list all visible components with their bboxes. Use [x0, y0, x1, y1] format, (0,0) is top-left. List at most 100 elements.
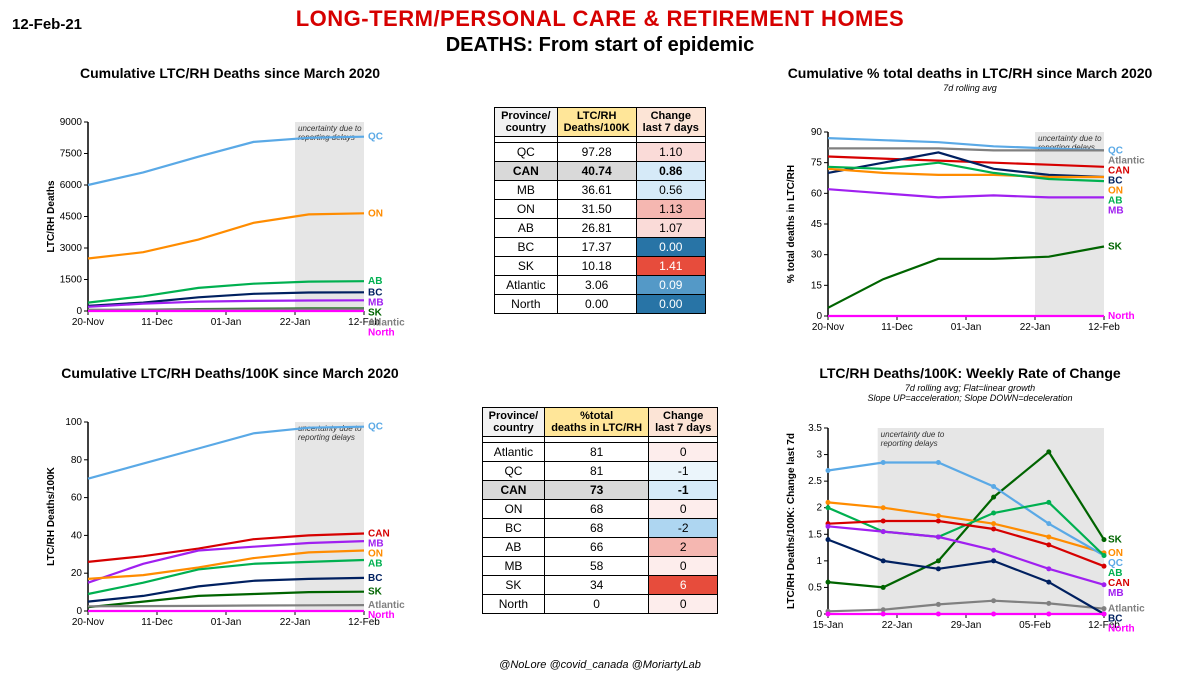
svg-text:SK: SK [1108, 534, 1123, 545]
subtitle: DEATHS: From start of epidemic [0, 34, 1200, 57]
svg-text:LTC/RH Deaths/100K: LTC/RH Deaths/100K [46, 466, 57, 566]
svg-text:BC: BC [368, 573, 382, 584]
cell-change: 0 [649, 499, 718, 518]
svg-text:QC: QC [368, 422, 383, 433]
cell-value: 0.00 [557, 294, 636, 313]
svg-text:SK: SK [1108, 241, 1123, 252]
cell-value: 17.37 [557, 237, 636, 256]
cell-change: 0.56 [636, 180, 705, 199]
chart-title: Cumulative LTC/RH Deaths since March 202… [40, 65, 420, 82]
cell-change: -1 [649, 461, 718, 480]
chart-title: LTC/RH Deaths/100K: Weekly Rate of Chang… [780, 365, 1160, 382]
svg-text:1: 1 [816, 555, 822, 566]
cell-value: 66 [545, 537, 649, 556]
cell-value: 73 [545, 480, 649, 499]
svg-text:15: 15 [811, 280, 823, 291]
cell-value: 97.28 [557, 142, 636, 161]
svg-text:6000: 6000 [60, 180, 83, 191]
svg-text:MB: MB [1108, 587, 1124, 598]
svg-text:11-Dec: 11-Dec [141, 617, 173, 628]
cell-province: SK [495, 256, 558, 275]
cell-province: MB [482, 556, 545, 575]
cell-change: 1.10 [636, 142, 705, 161]
cell-value: 81 [545, 442, 649, 461]
svg-text:0: 0 [76, 306, 82, 317]
dashboard-grid: Cumulative LTC/RH Deaths since March 202… [0, 57, 1200, 655]
cell-value: 3.06 [557, 275, 636, 294]
svg-text:3.5: 3.5 [808, 423, 822, 434]
cell-value: 68 [545, 518, 649, 537]
cell-value: 34 [545, 575, 649, 594]
cell-province: Atlantic [482, 442, 545, 461]
svg-text:ON: ON [368, 208, 383, 219]
table-row: AB662 [482, 537, 718, 556]
svg-text:22-Jan: 22-Jan [280, 617, 311, 628]
cell-change: 0 [649, 556, 718, 575]
table-row: BC17.370.00 [495, 237, 706, 256]
svg-text:North: North [368, 327, 395, 338]
cell-value: 0 [545, 594, 649, 613]
svg-text:05-Feb: 05-Feb [1019, 620, 1051, 631]
svg-text:22-Jan: 22-Jan [882, 620, 913, 631]
svg-text:3000: 3000 [60, 243, 83, 254]
svg-text:LTC/RH Deaths/100K: Change las: LTC/RH Deaths/100K: Change last 7d [786, 433, 797, 609]
svg-text:0.5: 0.5 [808, 582, 822, 593]
svg-text:60: 60 [71, 492, 83, 503]
cell-value: 81 [545, 461, 649, 480]
table-row: CAN40.740.86 [495, 161, 706, 180]
chart-subtitle: 7d rolling avg; Flat=linear growthSlope … [780, 384, 1160, 404]
cell-change: 1.13 [636, 199, 705, 218]
svg-text:11-Dec: 11-Dec [141, 317, 173, 328]
svg-text:01-Jan: 01-Jan [211, 617, 242, 628]
cell-value: 26.81 [557, 218, 636, 237]
cell-province: QC [482, 461, 545, 480]
svg-text:22-Jan: 22-Jan [280, 317, 311, 328]
cell-value: 36.61 [557, 180, 636, 199]
chart-cumulative-deaths: Cumulative LTC/RH Deaths since March 202… [40, 65, 420, 355]
svg-text:01-Jan: 01-Jan [951, 322, 982, 333]
svg-text:LTC/RH Deaths: LTC/RH Deaths [46, 180, 57, 252]
table-row: North00 [482, 594, 718, 613]
svg-text:30: 30 [811, 249, 823, 260]
cell-change: -2 [649, 518, 718, 537]
svg-text:12-Feb: 12-Feb [1088, 322, 1120, 333]
svg-text:100: 100 [65, 417, 82, 428]
cell-province: SK [482, 575, 545, 594]
cell-change: 2 [649, 537, 718, 556]
svg-text:North: North [1108, 623, 1135, 634]
cell-change: 0.86 [636, 161, 705, 180]
cell-change: 0 [649, 594, 718, 613]
chart-deaths-per-100k: Cumulative LTC/RH Deaths/100K since Marc… [40, 365, 420, 655]
cell-change: 0 [649, 442, 718, 461]
cell-province: Atlantic [495, 275, 558, 294]
cell-province: MB [495, 180, 558, 199]
svg-text:North: North [368, 610, 395, 621]
svg-text:80: 80 [71, 455, 83, 466]
table-row: BC68-2 [482, 518, 718, 537]
table-row: ON680 [482, 499, 718, 518]
svg-text:01-Jan: 01-Jan [211, 317, 242, 328]
svg-text:uncertainty due to: uncertainty due to [298, 124, 362, 133]
cell-province: North [482, 594, 545, 613]
svg-text:60: 60 [811, 188, 823, 199]
cell-change: 0.09 [636, 275, 705, 294]
svg-text:11-Dec: 11-Dec [881, 322, 913, 333]
cell-province: BC [495, 237, 558, 256]
table-row: MB580 [482, 556, 718, 575]
cell-province: CAN [482, 480, 545, 499]
cell-province: ON [495, 199, 558, 218]
table-row: CAN73-1 [482, 480, 718, 499]
chart-weekly-rate: LTC/RH Deaths/100K: Weekly Rate of Chang… [780, 365, 1160, 655]
cell-province: CAN [495, 161, 558, 180]
table-deaths-per-100k: Province/countryLTC/RHDeaths/100KChange … [450, 65, 750, 355]
cell-change: 0.00 [636, 237, 705, 256]
table-row: AB26.811.07 [495, 218, 706, 237]
svg-text:MB: MB [1108, 205, 1124, 216]
svg-text:4500: 4500 [60, 211, 83, 222]
cell-change: 0.00 [636, 294, 705, 313]
table-row: ON31.501.13 [495, 199, 706, 218]
svg-text:North: North [1108, 311, 1135, 322]
svg-text:% total deaths in LTC/RH: % total deaths in LTC/RH [786, 165, 797, 283]
cell-province: AB [495, 218, 558, 237]
cell-change: -1 [649, 480, 718, 499]
